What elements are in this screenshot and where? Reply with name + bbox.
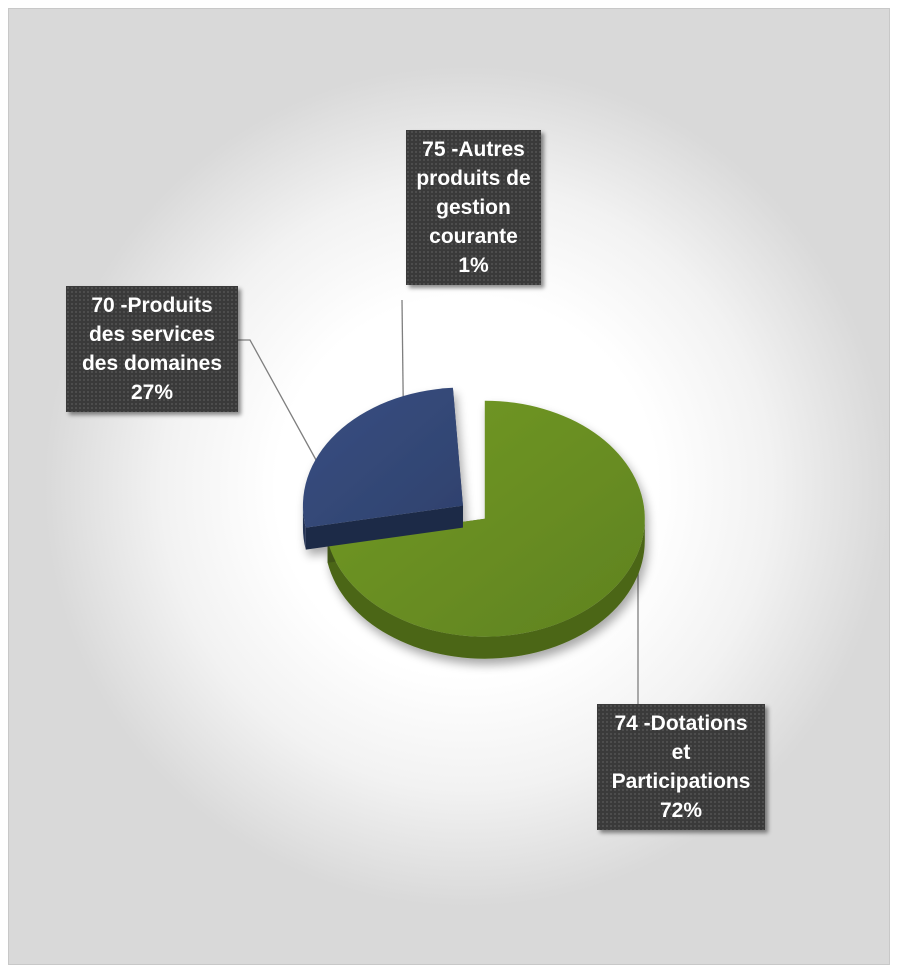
label-line: produits de	[416, 167, 531, 190]
label-line: courante	[429, 225, 518, 248]
pie-slice-1-wall	[305, 505, 463, 550]
label-line: gestion	[436, 196, 511, 219]
pie-slice-0	[327, 400, 645, 637]
pie-slice-0-side	[327, 518, 645, 659]
label-line: des services	[88, 323, 216, 346]
data-label-dotations: 74 -Dotations et Participations 72%	[597, 704, 765, 830]
pie-slice-1-side	[302, 505, 306, 550]
label-percent: 72%	[659, 799, 703, 822]
data-label-autres-produits: 75 -Autres produits de gestion courante …	[406, 130, 541, 285]
label-percent: 1%	[458, 254, 489, 277]
pie-slice-1	[302, 387, 463, 528]
label-percent: 27%	[130, 381, 174, 404]
leader-line-1	[238, 339, 322, 470]
label-line: et	[671, 741, 691, 764]
data-label-produits-services: 70 -Produits des services des domaines 2…	[66, 286, 238, 412]
label-line: 74 -Dotations	[614, 712, 748, 735]
label-line: 75 -Autres	[422, 138, 525, 161]
label-line: 70 -Produits	[91, 294, 213, 317]
label-line: Participations	[611, 770, 751, 793]
label-line: des domaines	[81, 352, 223, 375]
